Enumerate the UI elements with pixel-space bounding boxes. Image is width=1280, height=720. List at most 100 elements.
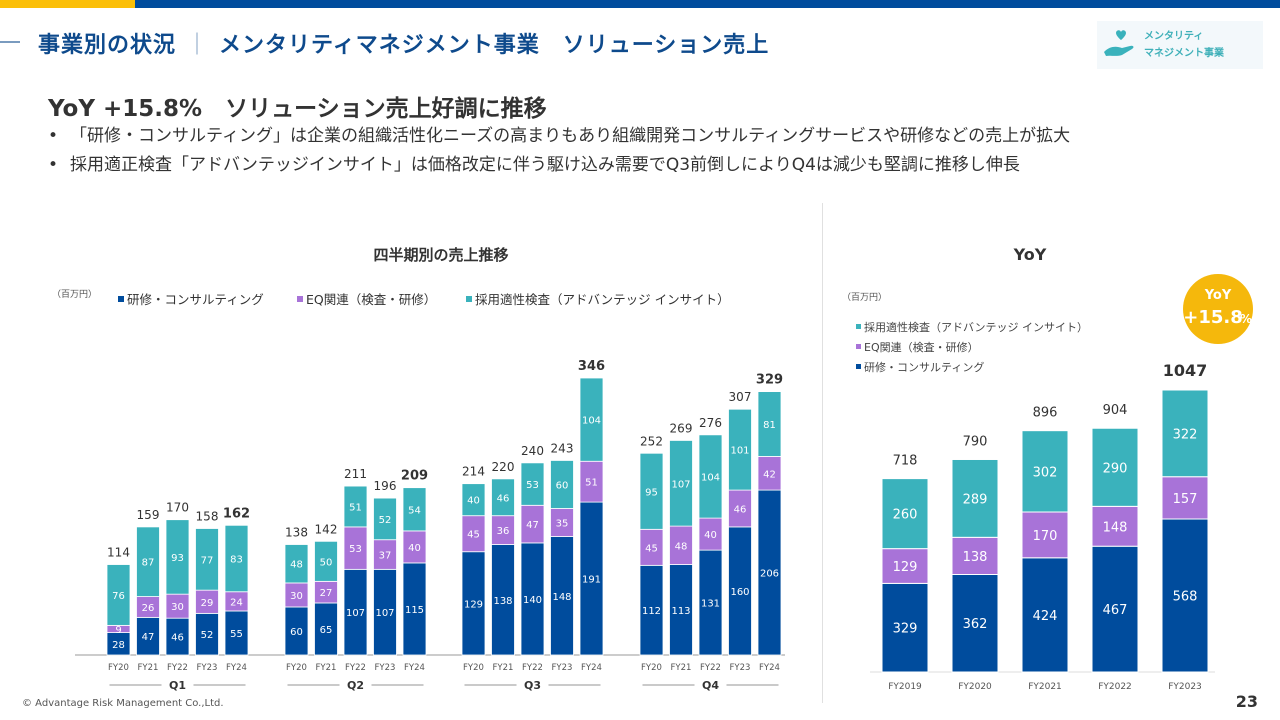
bar-segment-insight: [881, 478, 929, 550]
bar-segment-insight: [343, 485, 368, 528]
bar-segment-insight: [579, 377, 604, 462]
total-label: 162: [223, 506, 250, 521]
total-label: 329: [756, 373, 783, 388]
segment-label: 60: [290, 627, 303, 638]
segment-label: 26: [142, 603, 155, 614]
headline: YoY +15.8% ソリューション売上好調に推移: [48, 96, 547, 122]
group-label: Q3: [524, 679, 541, 692]
x-tick-label: FY2022: [1098, 682, 1132, 692]
x-tick-label: FY22: [167, 663, 188, 673]
total-label: 896: [1033, 406, 1058, 421]
total-label: 718: [893, 454, 918, 469]
bar-segment-insight: [550, 460, 574, 509]
legend: 採用適性検査（アドバンテッジ インサイト） EQ関連（検査・研修） 研修・コンサ…: [856, 320, 1088, 374]
segment-label: 47: [526, 520, 539, 531]
top-accent-bar-yellow: [0, 0, 135, 8]
bar-segment-insight: [224, 524, 249, 593]
legend-swatch-insight: [466, 296, 472, 302]
segment-label: 48: [290, 560, 303, 571]
bar-segment-insight: [728, 408, 752, 491]
total-label: 114: [107, 546, 130, 560]
bar-segment-insight: [284, 544, 309, 584]
segment-label: 51: [585, 478, 598, 489]
segment-label: 115: [405, 605, 424, 616]
legend-swatch-eq: [297, 296, 303, 302]
segment-label: 424: [1033, 609, 1058, 624]
bar-segment-consulting: [1161, 518, 1209, 673]
unit-label: （百万円）: [842, 292, 887, 303]
business-badge: メンタリティ マネジメント事業: [1097, 21, 1263, 69]
bar-segment-insight: [520, 462, 545, 506]
x-tick-label: FY23: [197, 663, 218, 673]
segment-label: 60: [556, 480, 569, 491]
yoy-badge-circle: [1183, 274, 1253, 344]
bar-segment-insight: [1161, 389, 1209, 478]
segment-label: 46: [171, 633, 184, 644]
total-label: 220: [492, 460, 515, 474]
yoy-badge-label: YoY: [1204, 288, 1232, 303]
segment-label: 53: [349, 544, 362, 555]
group-label: Q2: [347, 679, 364, 692]
segment-label: 50: [320, 557, 333, 568]
segment-label: 148: [552, 592, 571, 603]
total-label: 196: [374, 479, 397, 493]
segment-label: 87: [142, 558, 155, 569]
bar-segment-insight: [757, 391, 782, 457]
segment-label: 290: [1103, 461, 1128, 476]
x-tick-label: FY20: [641, 663, 662, 673]
segment-label: 30: [290, 591, 303, 602]
x-tick-label: FY21: [493, 663, 514, 673]
bar-segment-insight: [195, 528, 219, 591]
bar-segment-insight: [165, 519, 190, 595]
segment-label: 47: [142, 632, 155, 643]
segment-label: 77: [201, 555, 214, 566]
bullet-item: 「研修・コンサルティング」は企業の組織活性化ニーズの高まりもあり組織開発コンサル…: [48, 122, 1070, 151]
segment-label: 45: [467, 530, 480, 541]
page-subtitle: メンタリティマネジメント事業 ソリューション売上: [219, 33, 770, 58]
unit-label: （百万円）: [52, 289, 97, 300]
legend-label: 採用適性検査（アドバンテッジ インサイト）: [864, 320, 1088, 334]
total-label: 243: [551, 441, 574, 455]
segment-label: 93: [171, 553, 184, 564]
x-tick-label: FY2021: [1028, 682, 1062, 692]
legend-swatch-consulting: [118, 296, 124, 302]
bar-segment-eq: [1091, 505, 1139, 547]
segment-label: 104: [701, 472, 720, 483]
x-tick-label: FY2019: [888, 682, 922, 692]
total-label: 138: [285, 526, 308, 540]
bar-segment-insight: [639, 452, 664, 530]
heart-hand-icon: [1104, 30, 1134, 56]
segment-label: 129: [464, 599, 483, 610]
total-label: 158: [196, 510, 219, 524]
segment-label: 113: [671, 606, 690, 617]
x-tick-label: FY22: [345, 663, 366, 673]
total-label: 142: [315, 522, 338, 536]
segment-label: 95: [645, 487, 658, 498]
segment-label: 129: [893, 560, 918, 575]
yoy-badge-value: +15.8: [1183, 307, 1243, 328]
segment-label: 55: [230, 629, 243, 640]
legend-swatch-consulting: [856, 364, 861, 369]
x-tick-label: FY24: [759, 663, 780, 673]
segment-label: 40: [467, 496, 480, 507]
bar-segment-insight: [314, 540, 338, 582]
segment-label: 131: [701, 599, 720, 610]
chart-title: 四半期別の売上推移: [373, 246, 508, 264]
total-label: 790: [963, 434, 988, 449]
segment-label: 40: [408, 543, 421, 554]
segment-label: 36: [497, 526, 510, 537]
total-label: 170: [166, 501, 189, 515]
x-tick-label: FY21: [671, 663, 692, 673]
chart-title: YoY: [1013, 245, 1047, 264]
segment-label: 29: [201, 598, 214, 609]
bar-segment-consulting: [881, 582, 929, 673]
title-separator: ｜: [186, 33, 210, 58]
legend-label: EQ関連（検査・研修）: [864, 340, 979, 354]
bar-segment-eq: [951, 536, 999, 575]
segment-label: 48: [675, 541, 688, 552]
quarterly-sales-chart: 四半期別の売上推移 （百万円） 研修・コンサルティング EQ関連（検査・研修） …: [52, 246, 785, 692]
total-label: 269: [670, 421, 693, 435]
bar-segment-consulting: [951, 573, 999, 673]
section-divider: [822, 203, 823, 703]
section-label: 事業別の状況: [38, 33, 177, 58]
